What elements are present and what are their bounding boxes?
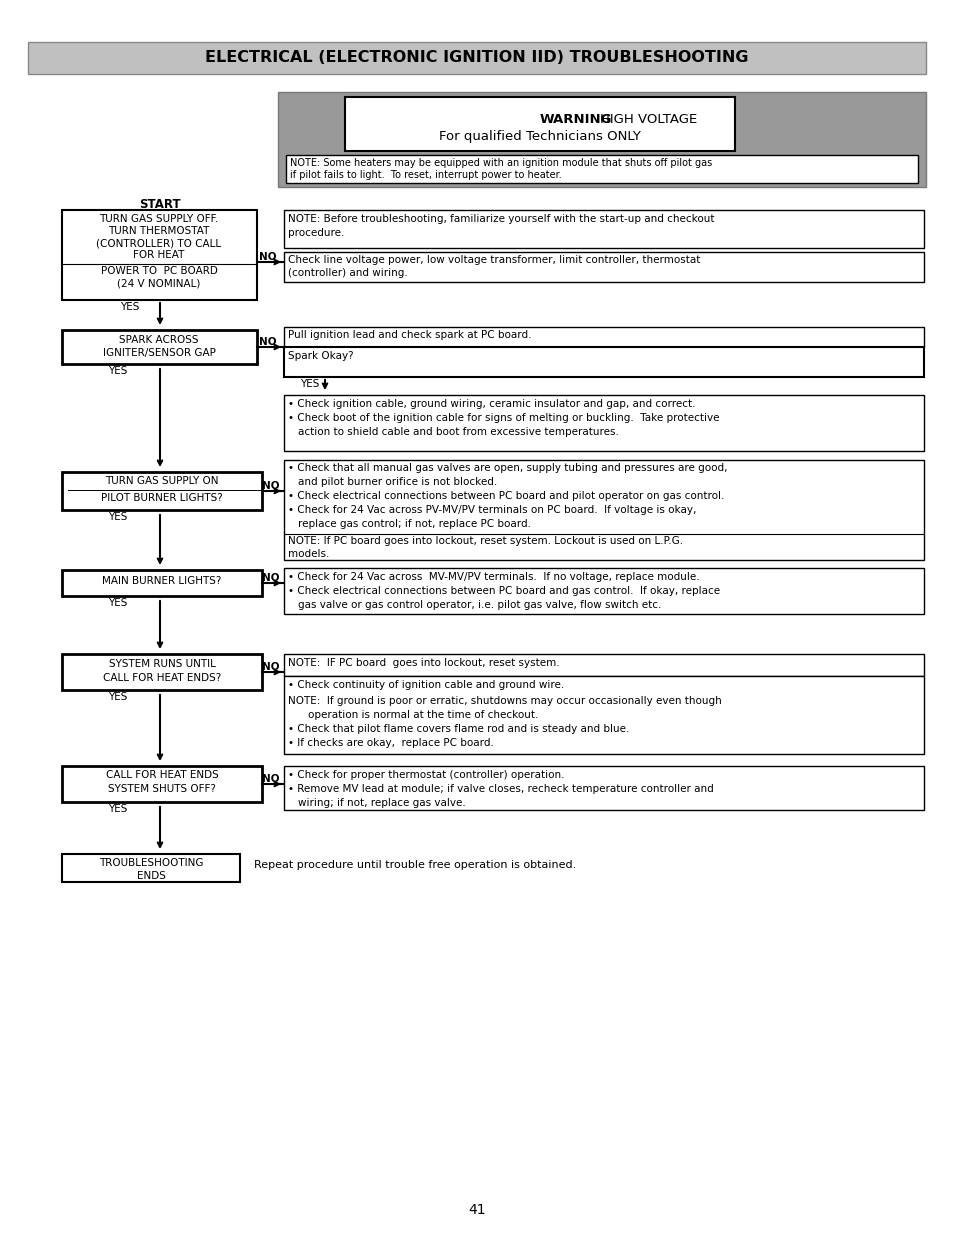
Text: CALL FOR HEAT ENDS?: CALL FOR HEAT ENDS? <box>103 673 221 683</box>
Text: YES: YES <box>109 692 128 701</box>
Text: YES: YES <box>109 513 128 522</box>
Bar <box>284 766 923 810</box>
Text: NO: NO <box>262 662 279 672</box>
Text: procedure.: procedure. <box>288 228 344 238</box>
Text: • Check for proper thermostat (controller) operation.: • Check for proper thermostat (controlle… <box>288 769 564 781</box>
Bar <box>62 655 262 690</box>
Text: TROUBLESHOOTING: TROUBLESHOOTING <box>99 858 203 868</box>
Text: (controller) and wiring.: (controller) and wiring. <box>288 268 407 278</box>
Text: NO: NO <box>262 774 279 784</box>
Text: • Check for 24 Vac across PV-MV/PV terminals on PC board.  If voltage is okay,: • Check for 24 Vac across PV-MV/PV termi… <box>288 505 696 515</box>
Text: (CONTROLLER) TO CALL: (CONTROLLER) TO CALL <box>96 238 221 248</box>
Text: wiring; if not, replace gas valve.: wiring; if not, replace gas valve. <box>297 798 465 808</box>
Bar <box>277 91 925 186</box>
Text: TURN THERMOSTAT: TURN THERMOSTAT <box>109 226 210 236</box>
Text: ENDS: ENDS <box>136 871 165 881</box>
Text: POWER TO  PC BOARD: POWER TO PC BOARD <box>100 266 217 275</box>
Text: PILOT BURNER LIGHTS?: PILOT BURNER LIGHTS? <box>101 493 223 503</box>
Text: SYSTEM SHUTS OFF?: SYSTEM SHUTS OFF? <box>108 784 215 794</box>
Bar <box>286 156 917 183</box>
Bar <box>284 327 923 347</box>
Bar <box>284 395 923 451</box>
Text: TURN GAS SUPPLY ON: TURN GAS SUPPLY ON <box>105 475 218 487</box>
Text: NOTE:  If ground is poor or erratic, shutdowns may occur occasionally even thoug: NOTE: If ground is poor or erratic, shut… <box>288 697 721 706</box>
Bar <box>62 571 262 597</box>
Text: NO: NO <box>262 480 279 492</box>
Text: NO: NO <box>259 337 276 347</box>
Text: • Check for 24 Vac across  MV-MV/PV terminals.  If no voltage, replace module.: • Check for 24 Vac across MV-MV/PV termi… <box>288 572 699 582</box>
Text: Pull ignition lead and check spark at PC board.: Pull ignition lead and check spark at PC… <box>288 330 531 340</box>
Text: Check line voltage power, low voltage transformer, limit controller, thermostat: Check line voltage power, low voltage tr… <box>288 254 700 266</box>
Text: SYSTEM RUNS UNTIL: SYSTEM RUNS UNTIL <box>109 659 215 669</box>
Text: YES: YES <box>300 379 319 389</box>
Text: • Check electrical connections between PC board and gas control.  If okay, repla: • Check electrical connections between P… <box>288 585 720 597</box>
Text: NOTE: Before troubleshooting, familiarize yourself with the start-up and checkou: NOTE: Before troubleshooting, familiariz… <box>288 214 714 224</box>
Text: (24 V NOMINAL): (24 V NOMINAL) <box>117 278 200 288</box>
Text: For qualified Technicians ONLY: For qualified Technicians ONLY <box>438 130 640 143</box>
Text: • Check that pilot flame covers flame rod and is steady and blue.: • Check that pilot flame covers flame ro… <box>288 724 629 734</box>
Text: operation is normal at the time of checkout.: operation is normal at the time of check… <box>308 710 537 720</box>
Text: • Remove MV lead at module; if valve closes, recheck temperature controller and: • Remove MV lead at module; if valve clo… <box>288 784 713 794</box>
Text: NOTE: Some heaters may be equipped with an ignition module that shuts off pilot : NOTE: Some heaters may be equipped with … <box>290 158 712 168</box>
Text: NO: NO <box>262 573 279 583</box>
Text: NOTE: If PC board goes into lockout, reset system. Lockout is used on L.P.G.: NOTE: If PC board goes into lockout, res… <box>288 536 682 546</box>
Text: YES: YES <box>109 366 128 375</box>
Text: • If checks are okay,  replace PC board.: • If checks are okay, replace PC board. <box>288 739 494 748</box>
Text: 41: 41 <box>468 1203 485 1216</box>
Text: • Check ignition cable, ground wiring, ceramic insulator and gap, and correct.: • Check ignition cable, ground wiring, c… <box>288 399 695 409</box>
Text: YES: YES <box>109 804 128 814</box>
Text: HIGH VOLTAGE: HIGH VOLTAGE <box>599 112 697 126</box>
Text: MAIN BURNER LIGHTS?: MAIN BURNER LIGHTS? <box>102 576 221 585</box>
Text: ELECTRICAL (ELECTRONIC IGNITION IID) TROUBLESHOOTING: ELECTRICAL (ELECTRONIC IGNITION IID) TRO… <box>205 51 748 65</box>
Bar <box>284 252 923 282</box>
Text: SPARK ACROSS: SPARK ACROSS <box>119 335 198 345</box>
Bar <box>284 459 923 559</box>
Bar <box>345 98 734 151</box>
Text: if pilot fails to light.  To reset, interrupt power to heater.: if pilot fails to light. To reset, inter… <box>290 170 561 180</box>
Text: models.: models. <box>288 550 329 559</box>
Text: START: START <box>139 198 181 211</box>
Text: gas valve or gas control operator, i.e. pilot gas valve, flow switch etc.: gas valve or gas control operator, i.e. … <box>297 600 660 610</box>
Bar <box>284 655 923 676</box>
Bar <box>62 766 262 802</box>
Bar <box>284 347 923 377</box>
Bar <box>284 568 923 614</box>
Text: • Check electrical connections between PC board and pilot operator on gas contro: • Check electrical connections between P… <box>288 492 723 501</box>
Text: YES: YES <box>109 598 128 608</box>
Text: CALL FOR HEAT ENDS: CALL FOR HEAT ENDS <box>106 769 218 781</box>
Text: • Check that all manual gas valves are open, supply tubing and pressures are goo: • Check that all manual gas valves are o… <box>288 463 727 473</box>
Bar <box>284 210 923 248</box>
Bar <box>62 853 240 882</box>
Text: Spark Okay?: Spark Okay? <box>288 351 354 361</box>
Text: Repeat procedure until trouble free operation is obtained.: Repeat procedure until trouble free oper… <box>253 860 576 869</box>
Text: YES: YES <box>120 303 139 312</box>
Text: NO: NO <box>259 252 276 262</box>
Text: NOTE:  IF PC board  goes into lockout, reset system.: NOTE: IF PC board goes into lockout, res… <box>288 658 559 668</box>
Text: FOR HEAT: FOR HEAT <box>133 249 185 261</box>
Bar <box>284 676 923 755</box>
Text: action to shield cable and boot from excessive temperatures.: action to shield cable and boot from exc… <box>297 427 618 437</box>
Text: and pilot burner orifice is not blocked.: and pilot burner orifice is not blocked. <box>297 477 497 487</box>
Bar <box>62 472 262 510</box>
Text: • Check boot of the ignition cable for signs of melting or buckling.  Take prote: • Check boot of the ignition cable for s… <box>288 412 719 424</box>
Text: TURN GAS SUPPLY OFF.: TURN GAS SUPPLY OFF. <box>99 214 218 224</box>
Text: • Check continuity of ignition cable and ground wire.: • Check continuity of ignition cable and… <box>288 680 563 690</box>
Bar <box>62 330 256 364</box>
Text: IGNITER/SENSOR GAP: IGNITER/SENSOR GAP <box>103 348 215 358</box>
Bar <box>62 210 256 300</box>
Text: replace gas control; if not, replace PC board.: replace gas control; if not, replace PC … <box>297 519 531 529</box>
Text: WARNING: WARNING <box>539 112 612 126</box>
Bar <box>28 42 925 74</box>
